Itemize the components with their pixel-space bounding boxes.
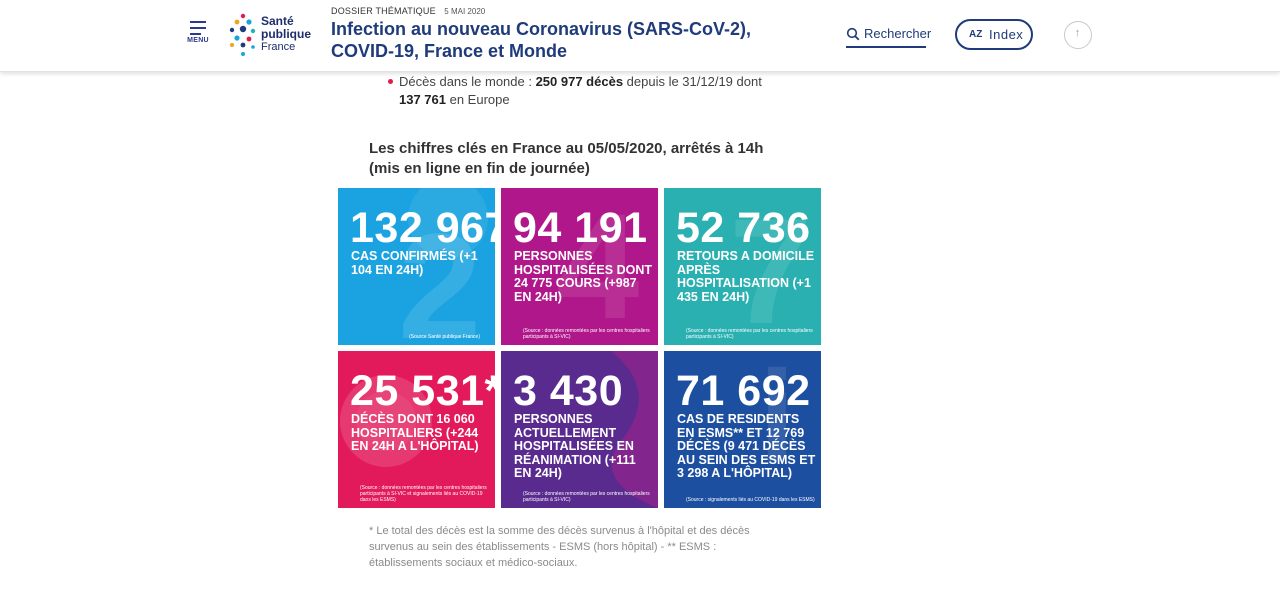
search-label: Rechercher	[864, 26, 932, 41]
tile-source: (Source : données remontées par les cent…	[523, 328, 650, 340]
back-to-top-button[interactable]: ↑	[1064, 21, 1092, 49]
index-label: Index	[989, 27, 1024, 42]
dossier-date: 5 mai 2020	[444, 7, 486, 16]
az-icon: AZ	[969, 29, 983, 40]
tile-description: RETOURS A DOMICILE APRÈS HOSPITALISATION…	[677, 249, 815, 304]
bullet-prefix: Décès dans le monde :	[399, 74, 536, 89]
tile-source: (Source : données remontées par les cent…	[360, 485, 487, 503]
tile-number: 132 967	[350, 204, 495, 252]
tile-decoration: 7	[729, 188, 812, 345]
tile-decoration	[340, 375, 432, 467]
bullet-text: Décès dans le monde : 250 977 décès depu…	[388, 73, 768, 109]
key-figures-grid: 2 132 967 CAS CONFIRMÉS (+1 104 EN 24H) …	[338, 188, 822, 509]
index-button[interactable]: AZ Index	[955, 19, 1033, 50]
logo-word-sante: Santé	[261, 14, 294, 28]
tile-decoration	[611, 351, 658, 508]
tile-source: (Source : données remontées par les cent…	[686, 328, 813, 340]
bullet-dot-icon	[388, 79, 393, 84]
sante-publique-france-logo[interactable]: Santé publique France	[229, 11, 319, 59]
bullet-middle: depuis le 31/12/19 dont	[623, 74, 762, 89]
logo-word-france: France	[261, 41, 296, 53]
logo-dots-icon	[229, 13, 256, 56]
tile-number: 25 531*	[350, 367, 495, 415]
search-icon	[846, 27, 860, 41]
tile-decoration: 2	[398, 188, 488, 345]
arrow-up-icon: ↑	[1074, 27, 1081, 39]
menu-label: MENU	[187, 37, 209, 44]
svg-text:7: 7	[729, 188, 812, 345]
list-item-world-deaths: Décès dans le monde : 250 977 décès depu…	[388, 73, 768, 109]
tile-decoration: i	[759, 351, 795, 489]
site-header: MENU Santé publique France Dossier théma…	[0, 0, 1280, 72]
section-title: Les chiffres clés en France au 05/05/202…	[369, 140, 764, 177]
tile-number: 71 692	[676, 367, 811, 415]
tile-description: DÉCÈS DONT 16 060 HOSPITALIERS (+244 EN …	[351, 412, 479, 453]
tile-number: 3 430	[513, 367, 624, 415]
tile-description: CAS CONFIRMÉS (+1 104 EN 24H)	[351, 249, 478, 277]
hamburger-icon	[190, 21, 206, 39]
svg-text:i: i	[759, 351, 795, 489]
tile-home-returns: 7 52 736 RETOURS A DOMICILE APRÈS HOSPIT…	[664, 188, 821, 345]
svg-text:2: 2	[398, 202, 481, 345]
tile-source: (Source Santé publique France)	[409, 334, 480, 340]
dossier-kind: Dossier thématique	[331, 6, 436, 16]
dossier-meta: Dossier thématique 5 mai 2020	[331, 6, 485, 16]
tile-description: PERSONNES HOSPITALISÉES DONT 24 775 COUR…	[514, 249, 652, 304]
tile-esms-residents: i 71 692 CAS DE RESIDENTS EN ESMS** ET 1…	[664, 351, 821, 508]
tile-hospitalized: 4 94 191 PERSONNES HOSPITALISÉES DONT 24…	[501, 188, 658, 345]
bullet-world-deaths: 250 977 décès	[535, 74, 624, 89]
search-button[interactable]: Rechercher	[846, 24, 931, 48]
tile-number: 52 736	[676, 204, 811, 252]
footnote: * Le total des décès est la somme des dé…	[369, 525, 750, 569]
tile-description: CAS DE RESIDENTS EN ESMS** ET 12 769 DÉC…	[677, 412, 816, 480]
svg-text:4: 4	[556, 188, 639, 345]
logo-word-publique: publique	[261, 27, 311, 41]
tile-description: PERSONNES ACTUELLEMENT HOSPITALISÉES EN …	[514, 412, 636, 480]
tile-deaths: 25 531* DÉCÈS DONT 16 060 HOSPITALIERS (…	[338, 351, 495, 508]
tile-decoration: 4	[556, 188, 639, 345]
tile-source: (Source : signalements liés au COVID-19 …	[686, 497, 815, 503]
tile-source: (Source : données remontées par les cent…	[523, 491, 650, 503]
tile-confirmed-cases: 2 132 967 CAS CONFIRMÉS (+1 104 EN 24H) …	[338, 188, 495, 345]
tile-intensive-care: 3 430 PERSONNES ACTUELLEMENT HOSPITALISÉ…	[501, 351, 658, 508]
bullet-europe-deaths: 137 761	[399, 92, 446, 107]
page-title: Infection au nouveau Coronavirus (SARS-C…	[331, 19, 752, 61]
tile-number: 94 191	[513, 204, 648, 252]
bullet-suffix: en Europe	[446, 92, 510, 107]
menu-button[interactable]: MENU	[184, 18, 212, 50]
